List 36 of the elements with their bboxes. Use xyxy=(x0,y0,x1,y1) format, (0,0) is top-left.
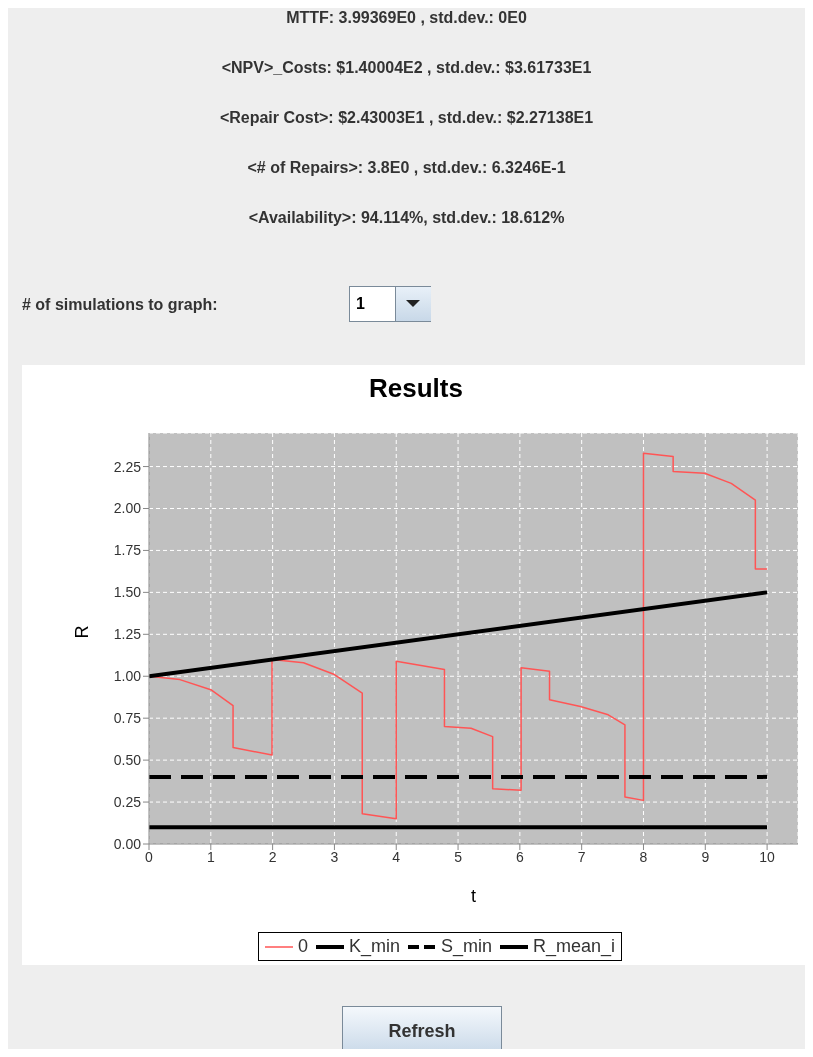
text: Refresh xyxy=(387,1019,457,1043)
text: <# of Repairs>: 3.8E0 , std.dev.: 6.3246E-1 xyxy=(246,159,567,177)
x-tick-label: 1 xyxy=(206,848,215,865)
legend-label: K_min xyxy=(348,936,400,957)
chart-title: Results xyxy=(368,373,464,404)
x-tick-label: 0 xyxy=(145,848,154,865)
text: MTTF: 3.99369E0 , std.dev.: 0E0 xyxy=(285,9,528,27)
y-tick-label: 2.25 xyxy=(113,458,142,475)
y-axis-title: R xyxy=(72,625,93,639)
x-axis-title: t xyxy=(470,886,477,906)
y-tick-label: 0.00 xyxy=(113,835,142,852)
text: <Availability>: 94.114%, std.dev.: 18.612% xyxy=(247,209,566,227)
legend-label: 0 xyxy=(297,936,308,957)
x-tick-label: 10 xyxy=(759,848,776,865)
y-tick-label: 2.00 xyxy=(113,500,142,517)
legend-label: R_mean_i xyxy=(533,936,616,957)
x-tick-label: 9 xyxy=(701,848,710,865)
x-tick-label: 5 xyxy=(454,848,463,865)
text: <NPV>_Costs: $1.40004E2 , std.dev.: $3.61733E1 xyxy=(220,59,593,77)
y-tick-label: 0.25 xyxy=(113,794,142,811)
x-tick-label: 8 xyxy=(639,848,648,865)
text: # of simulations to graph: xyxy=(22,296,218,314)
x-tick-label: 4 xyxy=(392,848,401,865)
legend-label: S_min xyxy=(440,936,493,957)
x-tick-label: 2 xyxy=(268,848,277,865)
y-tick-label: 1.25 xyxy=(113,626,142,643)
y-tick-label: 0.50 xyxy=(113,752,142,769)
y-tick-label: 0.75 xyxy=(113,710,142,727)
x-tick-label: 7 xyxy=(577,848,586,865)
y-tick-label: 1.50 xyxy=(113,584,142,601)
y-tick-label: 1.00 xyxy=(113,668,142,685)
text: <Repair Cost>: $2.43003E1 , std.dev.: $2.27138E1 xyxy=(218,109,595,127)
y-tick-label: 1.75 xyxy=(113,542,142,559)
text: 1 xyxy=(356,295,365,313)
x-tick-label: 6 xyxy=(515,848,524,865)
x-tick-label: 3 xyxy=(330,848,339,865)
